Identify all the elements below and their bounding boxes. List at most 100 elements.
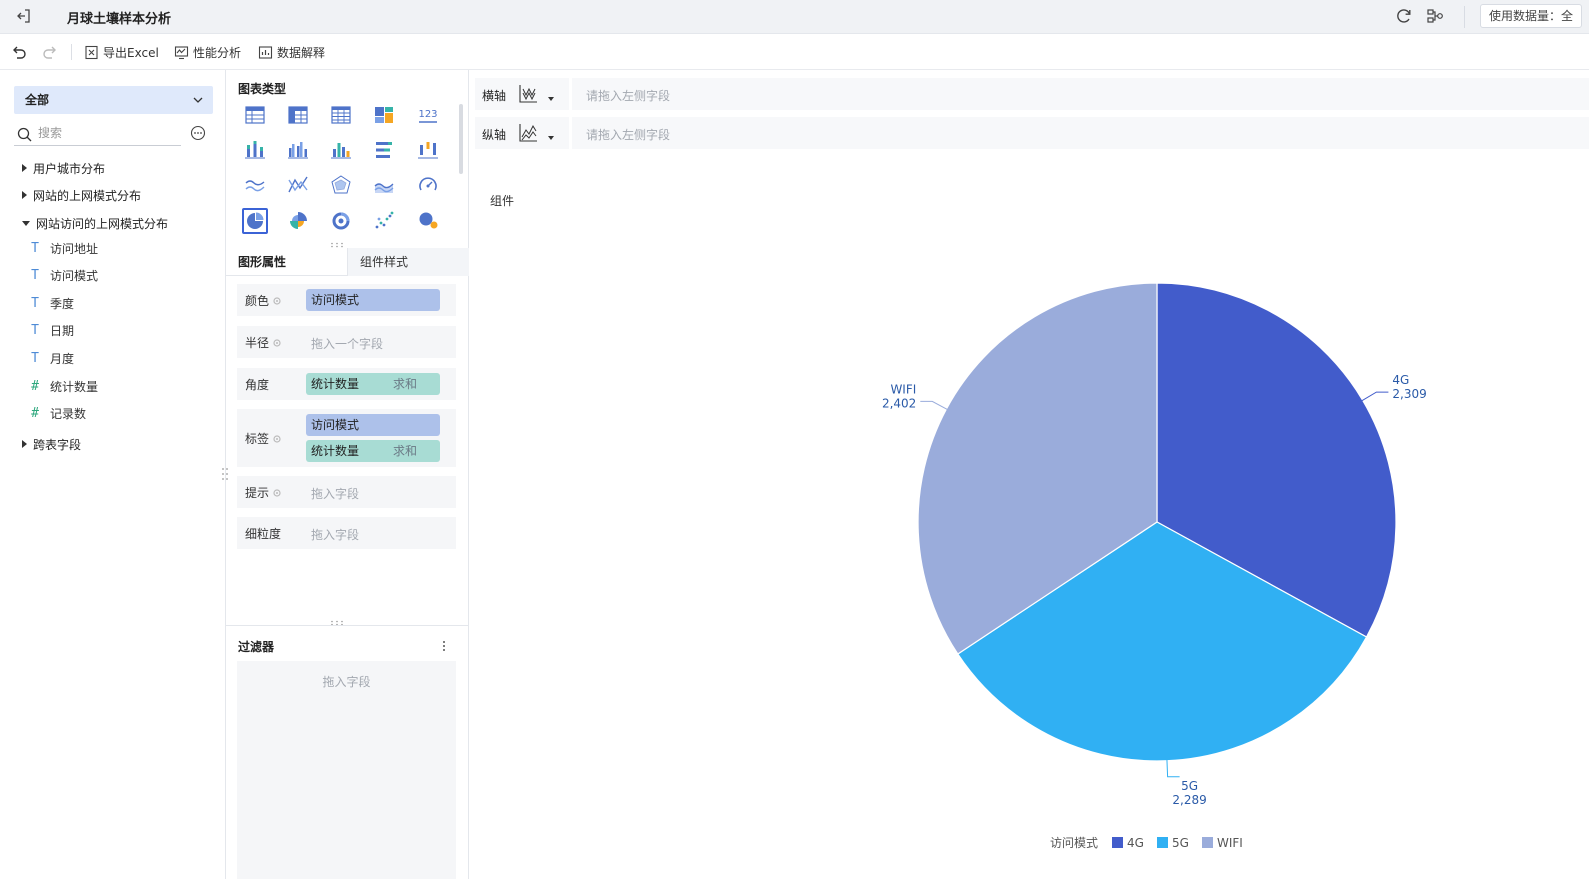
legend-item-5g[interactable]: 5G [1172, 836, 1189, 850]
label-leader-line [920, 400, 949, 411]
dataset-select[interactable]: 全部 [14, 86, 213, 114]
y-axis-dropdown-icon[interactable] [548, 136, 554, 140]
resize-grip-icon[interactable] [330, 242, 344, 248]
filter-drop-zone[interactable]: 拖入字段 [237, 661, 456, 879]
chart-type-rose[interactable] [285, 208, 311, 234]
field-item-date[interactable]: T 日期 [29, 320, 74, 340]
rose-chart-icon [290, 212, 307, 229]
filter-placeholder: 拖入字段 [322, 675, 371, 689]
chart-type-scatter[interactable] [371, 208, 397, 234]
field-item-record-count[interactable]: # 记录数 [29, 403, 86, 423]
legend-swatch-wifi[interactable] [1202, 837, 1213, 848]
gear-icon[interactable] [272, 434, 282, 444]
chart-type-detail-table[interactable] [328, 102, 354, 128]
prop-label-text: 标签 [245, 432, 270, 446]
chart-type-donut[interactable] [328, 208, 354, 234]
chart-type-table[interactable] [242, 102, 268, 128]
chart-type-gauge[interactable] [415, 172, 441, 198]
data-label-category: WIFI [890, 382, 916, 396]
performance-analysis-button[interactable]: 性能分析 [174, 43, 241, 61]
gear-icon[interactable] [272, 338, 282, 348]
chart-type-treemap[interactable] [371, 102, 397, 128]
label-field-pill-mode[interactable]: 访问模式 [306, 414, 440, 436]
more-vertical-icon[interactable] [439, 639, 449, 653]
legend-item-4g[interactable]: 4G [1127, 836, 1144, 850]
angle-agg-label: 求和 [392, 377, 417, 391]
undo-icon[interactable] [10, 43, 28, 61]
search-icon [17, 127, 32, 142]
chart-type-area[interactable] [371, 172, 397, 198]
panel-resize-handle[interactable] [221, 466, 229, 482]
legend-swatch-4g[interactable] [1112, 837, 1123, 848]
color-field-pill[interactable]: 访问模式 [306, 289, 440, 311]
color-field-label: 访问模式 [311, 293, 360, 307]
chart-type-pie[interactable] [242, 208, 268, 234]
data-explain-button[interactable]: 数据解释 [258, 43, 325, 61]
angle-field-pill[interactable]: 统计数量 求和 [306, 373, 440, 395]
x-axis-dropdown-icon[interactable] [548, 97, 554, 101]
data-label-value: 2,402 [882, 396, 916, 410]
chart-type-radar[interactable] [328, 172, 354, 198]
chart-type-kpi[interactable]: 123 [415, 102, 441, 128]
stacked-bar-icon [245, 141, 265, 159]
tree-group-site-visit-mode[interactable]: 网站访问的上网模式分布 [22, 213, 168, 233]
data-label-value: 2,289 [1172, 793, 1206, 807]
export-excel-button[interactable]: 导出Excel [84, 43, 159, 61]
relation-icon[interactable] [1425, 6, 1445, 26]
y-axis-label: 纵轴 [482, 128, 507, 142]
y-axis-icon[interactable] [517, 122, 539, 144]
gear-icon[interactable] [272, 296, 282, 306]
tooltip-drop-zone[interactable]: 拖入字段 [311, 487, 360, 501]
legend-swatch-5g[interactable] [1157, 837, 1168, 848]
tree-group-site-mode[interactable]: 网站的上网模式分布 [22, 185, 141, 205]
tab-component-style[interactable]: 组件样式 [347, 248, 469, 276]
prop-tooltip-label: 提示 [245, 486, 270, 500]
chart-type-stacked-bar[interactable] [242, 137, 268, 163]
field-item-visit-address[interactable]: T 访问地址 [29, 238, 98, 258]
resize-grip-icon[interactable] [330, 620, 344, 626]
field-item-stat-count[interactable]: # 统计数量 [29, 376, 98, 396]
field-item-visit-mode[interactable]: T 访问模式 [29, 265, 98, 285]
redo-icon[interactable] [41, 43, 59, 61]
more-options-icon[interactable] [190, 125, 206, 141]
label-field-pill-count[interactable]: 统计数量 求和 [306, 440, 440, 462]
text-type-icon: T [31, 322, 39, 338]
page-title: 月球土壤样本分析 [67, 12, 172, 27]
data-usage-select[interactable]: 使用数据量：全 [1480, 4, 1583, 28]
legend-item-wifi[interactable]: WIFI [1217, 836, 1243, 850]
number-type-icon: # [31, 378, 39, 394]
prop-label: 标签 访问模式 统计数量 求和 [237, 409, 456, 467]
granularity-drop-zone[interactable]: 拖入字段 [311, 528, 360, 542]
pie-chart-icon [247, 212, 264, 229]
tree-group-user-city[interactable]: 用户城市分布 [22, 158, 105, 178]
chart-type-scrollbar[interactable] [459, 104, 463, 174]
chart-type-bar[interactable] [328, 137, 354, 163]
tab-graph-properties[interactable]: 图形属性 [238, 255, 287, 269]
radius-drop-zone[interactable]: 拖入一个字段 [311, 337, 384, 351]
refresh-icon[interactable] [1394, 6, 1414, 26]
field-item-quarter[interactable]: T 季度 [29, 293, 74, 313]
search-input[interactable] [38, 124, 178, 142]
field-item-month[interactable]: T 月度 [29, 348, 74, 368]
chevron-down-icon [193, 97, 203, 103]
exit-icon[interactable] [14, 6, 34, 26]
x-axis-drop-zone[interactable]: 请拖入左侧字段 [586, 89, 671, 103]
angle-field-label: 统计数量 [311, 377, 360, 391]
chart-type-cross-table[interactable] [285, 102, 311, 128]
tree-group-cross-table[interactable]: 跨表字段 [22, 434, 81, 454]
field-label: 统计数量 [50, 379, 99, 394]
chart-type-bubble[interactable] [415, 208, 441, 234]
chart-type-title: 图表类型 [238, 82, 287, 96]
chart-type-grouped-bar[interactable] [285, 137, 311, 163]
chart-type-polyline[interactable] [285, 172, 311, 198]
chart-type-horizontal-bar[interactable] [371, 137, 397, 163]
gear-icon[interactable] [272, 488, 282, 498]
x-axis-icon[interactable] [517, 83, 539, 105]
chart-type-range-bar[interactable] [415, 137, 441, 163]
y-axis-drop-zone[interactable]: 请拖入左侧字段 [586, 128, 671, 142]
prop-color: 颜色 访问模式 [237, 284, 456, 316]
chart-type-line[interactable] [242, 172, 268, 198]
treemap-icon [375, 107, 393, 123]
label-agg-label: 求和 [392, 444, 417, 458]
